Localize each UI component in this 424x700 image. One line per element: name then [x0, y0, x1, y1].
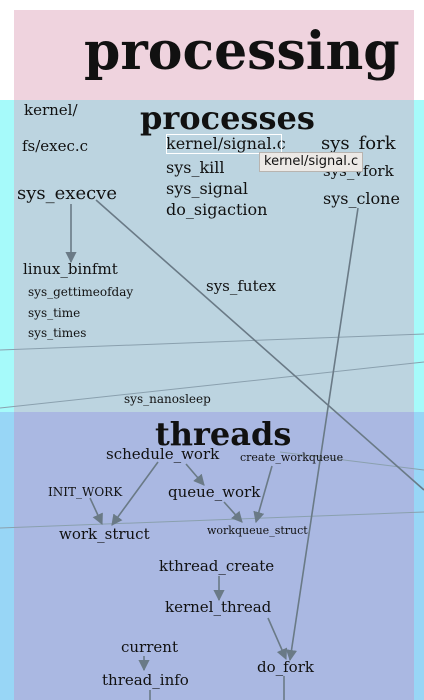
- edge-sys-execve-far: [95, 199, 424, 491]
- edge-init-work-work-struct: [89, 497, 103, 526]
- node-kernel-thread[interactable]: kernel_thread: [165, 598, 272, 616]
- edge-schedule-work-queue-work: [185, 463, 205, 486]
- node-sys-signal[interactable]: sys_signal: [166, 179, 248, 198]
- node-fs-exec-c[interactable]: fs/exec.c: [22, 137, 89, 155]
- node-sys-nanosleep[interactable]: sys_nanosleep: [124, 392, 211, 406]
- node-sys-gettimeofday[interactable]: sys_gettimeofday: [28, 285, 134, 299]
- node-sys-times[interactable]: sys_times: [28, 326, 87, 340]
- faint-edge: [0, 333, 424, 351]
- node-sys-execve[interactable]: sys_execve: [17, 183, 118, 204]
- node-init-work[interactable]: INIT_WORK: [48, 485, 123, 499]
- faint-edge: [279, 451, 424, 471]
- node-sys-kill[interactable]: sys_kill: [166, 158, 225, 177]
- edge-kernel-thread-do-fork: [267, 617, 288, 661]
- edge-sys-clone-do-fork: [285, 207, 359, 662]
- node-kernel-signal-c-highlight: [166, 134, 282, 154]
- hover-tooltip: kernel/signal.c: [259, 152, 364, 172]
- layer-title-threads: threads: [155, 415, 292, 453]
- node-sys-clone[interactable]: sys_clone: [323, 189, 400, 208]
- node-linux-binfmt[interactable]: linux_binfmt: [23, 260, 118, 278]
- node-do-sigaction[interactable]: do_sigaction: [166, 200, 268, 219]
- node-work-struct[interactable]: work_struct: [59, 525, 150, 543]
- node-create-workqueue[interactable]: create_workqueue: [240, 451, 344, 464]
- node-schedule-work[interactable]: schedule_work: [106, 445, 220, 463]
- edge-schedule-work-work-struct: [111, 461, 159, 526]
- faint-edge: [0, 511, 424, 529]
- node-kthread-create[interactable]: kthread_create: [159, 557, 275, 575]
- node-kernel-signal-c[interactable]: kernel/signal.c: [166, 134, 286, 153]
- node-workqueue-struct[interactable]: workqueue_struct: [207, 524, 308, 537]
- node-current[interactable]: current: [121, 638, 178, 656]
- node-kernel-dir[interactable]: kernel/: [24, 101, 78, 119]
- node-thread-info[interactable]: thread_info: [102, 671, 189, 689]
- node-sys-futex[interactable]: sys_futex: [206, 277, 276, 295]
- node-sys-fork[interactable]: sys_fork: [321, 133, 396, 154]
- node-do-fork[interactable]: do_fork: [257, 658, 314, 676]
- node-sys-time[interactable]: sys_time: [28, 306, 81, 320]
- faint-edge: [0, 361, 424, 409]
- node-queue-work[interactable]: queue_work: [168, 483, 261, 501]
- layer-title-processing: processing: [84, 21, 400, 82]
- layer-title-processes: processes: [140, 99, 315, 137]
- processing-layer-band: [14, 10, 414, 100]
- edge-queue-work-workqueue-struct: [223, 501, 243, 523]
- edge-create-workqueue-workqueue-struct: [253, 465, 273, 524]
